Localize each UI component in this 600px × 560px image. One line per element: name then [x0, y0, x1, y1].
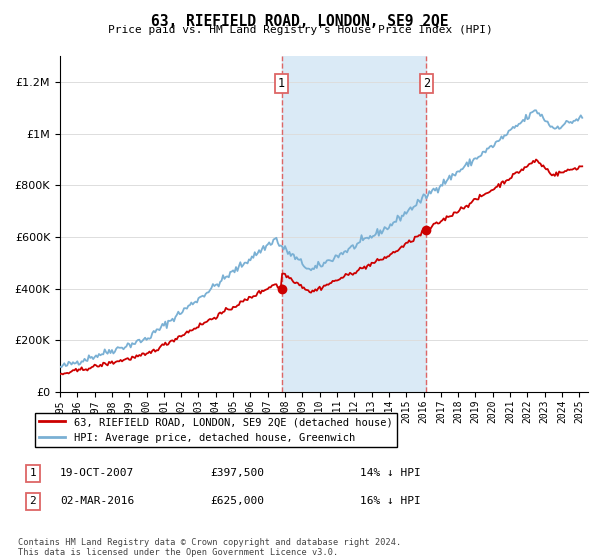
- Text: 2: 2: [423, 77, 430, 90]
- Text: £625,000: £625,000: [210, 496, 264, 506]
- Text: 2: 2: [29, 496, 37, 506]
- Text: £397,500: £397,500: [210, 468, 264, 478]
- Text: 16% ↓ HPI: 16% ↓ HPI: [360, 496, 421, 506]
- Legend: 63, RIEFIELD ROAD, LONDON, SE9 2QE (detached house), HPI: Average price, detache: 63, RIEFIELD ROAD, LONDON, SE9 2QE (deta…: [35, 413, 397, 447]
- Text: 02-MAR-2016: 02-MAR-2016: [60, 496, 134, 506]
- Text: 19-OCT-2007: 19-OCT-2007: [60, 468, 134, 478]
- Text: 1: 1: [29, 468, 37, 478]
- Bar: [281, 56, 427, 392]
- Text: 14% ↓ HPI: 14% ↓ HPI: [360, 468, 421, 478]
- Text: Price paid vs. HM Land Registry's House Price Index (HPI): Price paid vs. HM Land Registry's House …: [107, 25, 493, 35]
- Text: Contains HM Land Registry data © Crown copyright and database right 2024.
This d: Contains HM Land Registry data © Crown c…: [18, 538, 401, 557]
- Text: 63, RIEFIELD ROAD, LONDON, SE9 2QE: 63, RIEFIELD ROAD, LONDON, SE9 2QE: [151, 14, 449, 29]
- Text: 1: 1: [278, 77, 285, 90]
